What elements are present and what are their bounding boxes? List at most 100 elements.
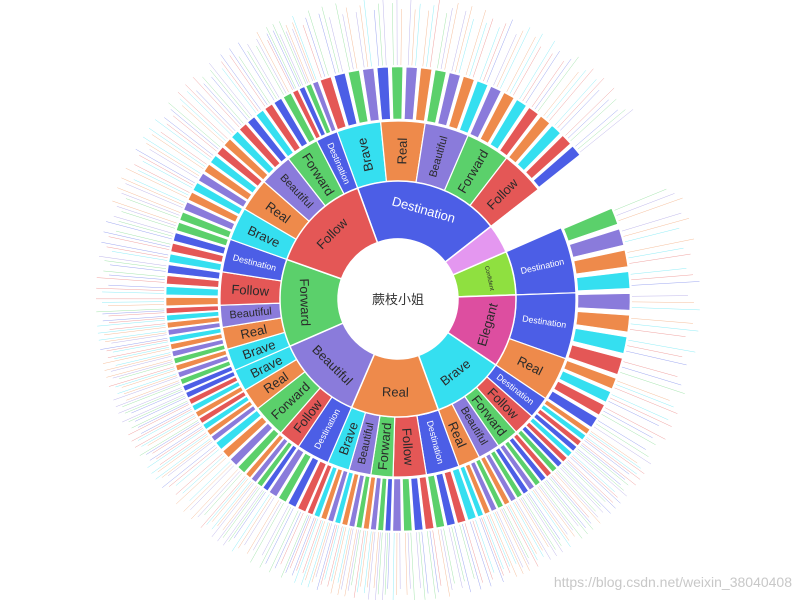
fringe-line [108, 304, 164, 305]
fringe-line [523, 54, 553, 101]
fringe-line [162, 440, 211, 477]
fringe-line [392, 3, 393, 65]
fringe-line [532, 61, 564, 107]
fringe-line [331, 527, 346, 593]
fringe-line [223, 488, 260, 538]
fringe-line [444, 529, 455, 584]
fringe-line [117, 206, 176, 225]
fringe-line [427, 5, 435, 67]
fringe-line [360, 531, 367, 587]
fringe-line [107, 247, 168, 258]
fringe-line [141, 416, 195, 447]
fringe-line [580, 109, 633, 152]
fringe-line [575, 110, 617, 147]
fringe-line [627, 239, 694, 253]
fringe-line [230, 55, 265, 106]
fringe-line [321, 525, 337, 585]
fringe-line [543, 482, 578, 526]
fringe-line [632, 281, 700, 285]
fringe-line [103, 349, 169, 364]
fringe-line [111, 356, 171, 371]
fringe-line [112, 201, 176, 223]
fringe-line [354, 531, 364, 598]
fringe-line [422, 532, 428, 594]
fringe-line [378, 4, 382, 66]
fringe-line [104, 327, 166, 335]
fringe-line [408, 533, 410, 589]
fringe-line [149, 128, 205, 166]
fringe-line [483, 23, 506, 81]
fringe-line [348, 530, 358, 591]
fringe-line [526, 51, 560, 103]
fringe-line [622, 213, 681, 231]
fringe-line [438, 530, 450, 597]
fringe-line [529, 493, 560, 539]
ring3-strip [402, 479, 412, 531]
fringe-line [150, 149, 198, 178]
fringe-line [128, 404, 189, 435]
fringe-line [541, 485, 582, 539]
fringe-line [497, 31, 523, 87]
fringe-line [555, 79, 597, 125]
segment-label-forward: Forward [297, 278, 314, 326]
fringe-line [602, 414, 656, 445]
fringe-line [102, 302, 164, 303]
fringe-line [628, 340, 695, 352]
fringe-line [441, 529, 452, 590]
fringe-line [360, 5, 368, 66]
fringe-line [631, 268, 687, 274]
fringe-line [306, 18, 325, 77]
fringe-line [286, 31, 308, 83]
fringe-line [488, 515, 510, 567]
fringe-line [393, 533, 394, 600]
fringe-line [221, 62, 258, 112]
fringe-line [138, 411, 192, 441]
fringe-line [202, 77, 243, 124]
fringe-line [632, 302, 694, 303]
fringe-line [408, 0, 411, 65]
fringe-line [452, 11, 466, 71]
fringe-line [571, 99, 617, 141]
fringe-line [138, 170, 188, 195]
fringe-line [631, 318, 693, 323]
fringe-line [430, 0, 439, 67]
fringe-line [108, 285, 164, 288]
fringe-line [109, 318, 165, 323]
fringe-line [96, 288, 164, 290]
fringe-line [631, 324, 699, 331]
fringe-line [544, 72, 579, 116]
fringe-line [623, 362, 677, 377]
ring3-strip [404, 67, 417, 119]
fringe-line [292, 22, 314, 80]
fringe-line [110, 265, 166, 272]
fringe-line [364, 0, 372, 66]
fringe-line [229, 48, 267, 104]
fringe-line [143, 161, 192, 188]
fringe-line [411, 533, 415, 600]
fringe-line [103, 271, 165, 277]
fringe-line [136, 149, 195, 183]
fringe-line [617, 193, 675, 215]
fringe-line [212, 483, 254, 537]
ring3-strip [392, 67, 403, 119]
segment-label-forward-follow: Follow [231, 282, 270, 299]
fringe-line [316, 523, 332, 577]
fringe-line [257, 39, 287, 93]
fringe-line [405, 533, 407, 595]
fringe-line [568, 100, 609, 138]
fringe-line [459, 19, 474, 73]
fringe-line [494, 34, 517, 85]
fringe-line [256, 46, 283, 95]
ring3-strip [577, 272, 630, 291]
fringe-line [223, 485, 257, 530]
fringe-line [280, 34, 303, 85]
fringe-line [610, 398, 672, 427]
fringe-line [356, 12, 364, 67]
fringe-line [374, 10, 379, 66]
fringe-line [567, 461, 616, 508]
fringe-line [617, 381, 669, 401]
fringe-line [292, 29, 312, 81]
fringe-line [103, 316, 165, 321]
